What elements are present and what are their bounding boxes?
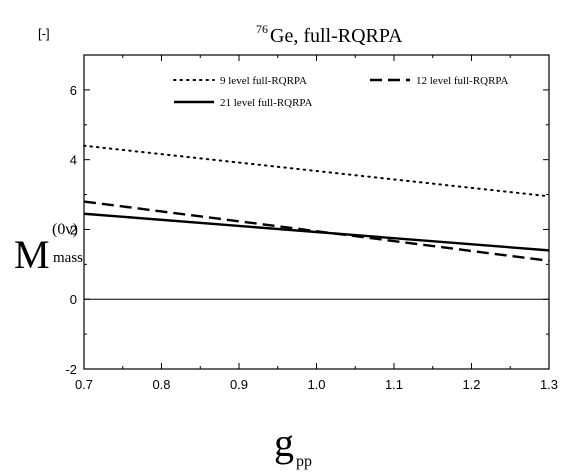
series-line-3 (83, 212, 550, 252)
y-tick-label: 0 (70, 292, 77, 307)
y-tick-label: 2 (70, 222, 77, 237)
y-axis-label-superscript: (0ν) (52, 221, 78, 238)
y-tick-label: 6 (70, 83, 77, 98)
x-tick-label: 0.9 (230, 377, 248, 392)
tick-group: 0.7 0.8 0.9 1.0 1.1 1.2 1.3 -2 0 2 4 6 (65, 55, 558, 392)
y-tick-label: -2 (65, 362, 77, 377)
legend-label-2: 12 level full-RQRPA (416, 75, 509, 87)
units-label: [-] (38, 26, 50, 41)
x-tick-label: 1.1 (385, 377, 403, 392)
legend-label-1: 9 level full-RQRPA (220, 75, 307, 87)
x-tick-label: 1.3 (540, 377, 558, 392)
series-line-1 (83, 144, 550, 198)
x-tick-label: 0.8 (152, 377, 170, 392)
x-axis-label-subscript: pp (296, 453, 312, 470)
y-axis-label-subscript: mass (53, 250, 83, 266)
x-tick-label: 0.7 (75, 377, 93, 392)
chart-title: Ge, full-RQRPA (270, 25, 403, 47)
x-axis-label: g (274, 420, 294, 465)
title-superscript: 76 (256, 22, 268, 36)
series-group (83, 144, 550, 263)
legend: 9 level full-RQRPA 12 level full-RQRPA 21 … (173, 75, 509, 109)
y-axis-label: M (14, 232, 50, 277)
x-tick-label: 1.2 (462, 377, 480, 392)
legend-label-3: 21 level full-RQRPA (220, 97, 313, 109)
x-tick-label: 1.0 (307, 377, 325, 392)
y-tick-label: 4 (70, 153, 77, 168)
plot-frame (83, 54, 550, 370)
